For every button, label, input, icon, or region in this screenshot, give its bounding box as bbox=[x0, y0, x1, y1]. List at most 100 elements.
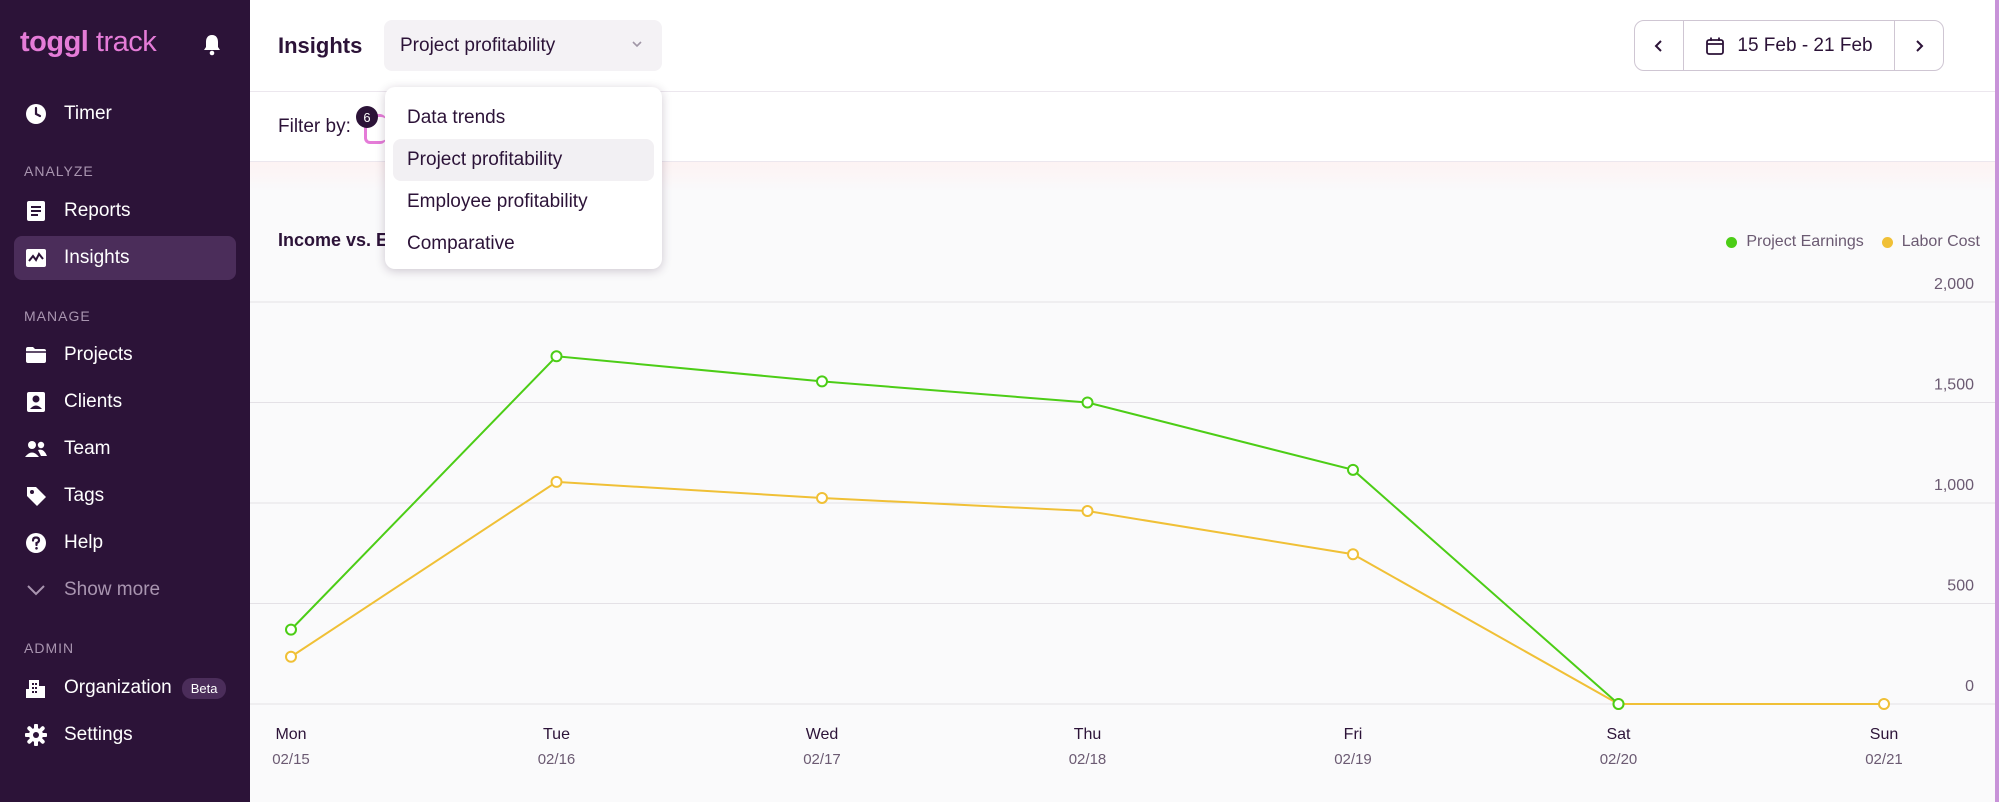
sidebar-item-label: Timer bbox=[64, 103, 112, 124]
sidebar-item-label: Tags bbox=[64, 485, 105, 506]
sidebar-item-settings[interactable]: Settings bbox=[14, 713, 236, 757]
sidebar-item-team[interactable]: Team bbox=[14, 427, 236, 471]
legend-item: Project Earnings bbox=[1726, 233, 1864, 251]
x-tick-date: 02/17 bbox=[803, 751, 841, 768]
legend-dot bbox=[1726, 236, 1738, 248]
window-edge bbox=[1995, 0, 1999, 802]
sidebar-item-label: Settings bbox=[64, 724, 133, 745]
chevron-down-icon bbox=[24, 578, 48, 602]
x-tick-label: Tue bbox=[543, 726, 570, 743]
x-tick-date: 02/20 bbox=[1600, 751, 1638, 768]
sidebar-item-label: Show more bbox=[64, 579, 161, 600]
chevron-left-icon bbox=[1654, 39, 1662, 52]
x-tick-label: Sun bbox=[1870, 726, 1898, 743]
sidebar-item-reports[interactable]: Reports bbox=[14, 189, 236, 233]
x-tick-label: Sat bbox=[1606, 726, 1631, 743]
dropdown-option[interactable]: Project profitability bbox=[393, 139, 654, 181]
chevron-right-icon bbox=[1916, 39, 1924, 52]
x-tick-label: Thu bbox=[1074, 726, 1102, 743]
date-range-button[interactable]: 15 Feb - 21 Feb bbox=[1684, 21, 1894, 70]
reports-icon bbox=[24, 199, 48, 223]
section-label-analyze: ANALYZE bbox=[24, 163, 94, 179]
sidebar-item-tags[interactable]: Tags bbox=[14, 474, 236, 518]
x-tick-label: Fri bbox=[1344, 726, 1363, 743]
section-label-admin: ADMIN bbox=[24, 640, 75, 656]
report-type-value: Project profitability bbox=[400, 34, 556, 56]
tag-icon bbox=[24, 484, 48, 508]
data-point bbox=[816, 491, 828, 504]
data-point bbox=[1878, 698, 1890, 710]
x-tick-date: 02/21 bbox=[1865, 751, 1903, 768]
y-tick-label: 500 bbox=[1947, 578, 1974, 595]
sidebar: toggl track Timer ANALYZE Reports Insigh… bbox=[0, 0, 250, 802]
x-tick-date: 02/15 bbox=[272, 751, 310, 768]
legend-label: Project Earnings bbox=[1746, 233, 1864, 250]
data-point bbox=[1081, 396, 1094, 409]
section-label-manage: MANAGE bbox=[24, 308, 91, 324]
dropdown-option[interactable]: Comparative bbox=[407, 233, 515, 254]
sidebar-item-clients[interactable]: Clients bbox=[14, 380, 236, 424]
chart-legend: Project Earnings Labor Cost bbox=[1708, 233, 1980, 251]
y-tick-label: 1,500 bbox=[1934, 377, 1974, 394]
toggl-track-logo[interactable]: toggl track bbox=[20, 26, 157, 58]
y-tick-label: 1,000 bbox=[1934, 477, 1974, 494]
sidebar-item-label: Help bbox=[64, 532, 104, 553]
date-range-label: 15 Feb - 21 Feb bbox=[1737, 34, 1873, 56]
sidebar-show-more[interactable]: Show more bbox=[14, 568, 236, 612]
data-point bbox=[285, 623, 297, 636]
line-chart: 0 500 1,000 1,500 2,000 Mon 02/15 Tue 02/16 Wed 02… bbox=[250, 276, 1999, 768]
folder-icon bbox=[24, 343, 48, 367]
clock-icon bbox=[24, 102, 48, 126]
date-range-picker: 15 Feb - 21 Feb bbox=[1634, 20, 1944, 71]
team-icon bbox=[24, 437, 48, 461]
sidebar-item-label: Organization bbox=[64, 677, 172, 698]
help-icon bbox=[24, 531, 48, 555]
legend-label: Labor Cost bbox=[1901, 233, 1980, 250]
sidebar-item-help[interactable]: Help bbox=[14, 521, 236, 565]
beta-badge: Beta bbox=[181, 677, 227, 699]
building-icon bbox=[24, 676, 48, 700]
x-tick-date: 02/18 bbox=[1069, 751, 1107, 768]
filter-label: Filter by: bbox=[278, 116, 351, 137]
bell-icon[interactable] bbox=[201, 33, 223, 57]
sidebar-item-label: Clients bbox=[64, 391, 123, 412]
calendar-icon bbox=[1706, 37, 1725, 55]
x-tick-date: 02/16 bbox=[538, 751, 576, 768]
sidebar-item-label: Projects bbox=[64, 344, 133, 365]
client-icon bbox=[24, 390, 48, 414]
sidebar-item-organization[interactable]: Organization Beta bbox=[14, 666, 236, 710]
previous-week-button[interactable] bbox=[1635, 21, 1684, 70]
x-tick-label: Mon bbox=[275, 726, 306, 743]
sidebar-item-timer[interactable]: Timer bbox=[14, 92, 236, 136]
page-title: Insights bbox=[278, 33, 363, 58]
report-type-select[interactable]: Project profitability bbox=[384, 20, 662, 71]
insights-icon bbox=[24, 246, 48, 270]
sidebar-item-label: Reports bbox=[64, 200, 131, 221]
sidebar-item-insights[interactable]: Insights bbox=[14, 236, 236, 280]
data-point bbox=[285, 650, 297, 663]
legend-dot bbox=[1881, 236, 1893, 248]
sidebar-item-label: Team bbox=[64, 438, 111, 459]
next-week-button[interactable] bbox=[1894, 21, 1943, 70]
data-point bbox=[550, 475, 563, 488]
sidebar-item-projects[interactable]: Projects bbox=[14, 333, 236, 377]
data-point bbox=[550, 350, 563, 363]
data-point bbox=[1081, 505, 1094, 518]
report-type-dropdown: Data trends Project profitability Employee… bbox=[385, 87, 662, 269]
data-point bbox=[1612, 698, 1625, 710]
data-point bbox=[1347, 548, 1359, 561]
y-tick-label: 0 bbox=[1965, 678, 1974, 695]
x-tick-date: 02/19 bbox=[1334, 751, 1372, 768]
page-header: Insights Project profitability 15 Feb - … bbox=[250, 0, 1999, 92]
dropdown-option[interactable]: Employee profitability bbox=[407, 191, 588, 212]
sidebar-item-label: Insights bbox=[64, 247, 130, 268]
chart-panel: Income vs. E Project Earnings Labor Cost… bbox=[250, 190, 1999, 802]
series-line bbox=[290, 355, 1620, 705]
x-tick-label: Wed bbox=[806, 726, 839, 743]
chart-title: Income vs. E bbox=[278, 230, 389, 250]
chevron-down-icon bbox=[632, 41, 642, 48]
y-tick-label: 2,000 bbox=[1934, 276, 1974, 293]
data-point bbox=[816, 375, 828, 388]
dropdown-option[interactable]: Data trends bbox=[407, 107, 506, 128]
data-point bbox=[1347, 463, 1359, 476]
